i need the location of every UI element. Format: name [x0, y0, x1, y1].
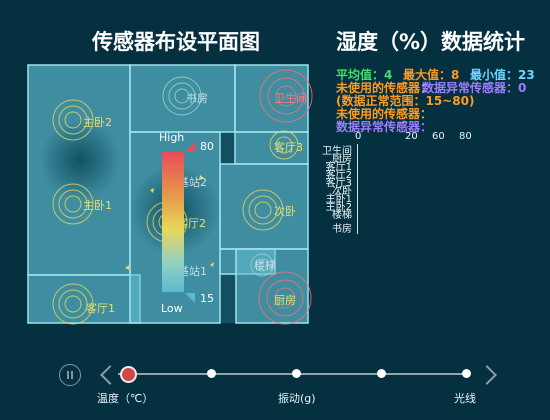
- ring-markers: [125, 175, 214, 270]
- mini-chart-axis: [357, 144, 358, 234]
- stat-average: 平均值：4: [336, 68, 393, 82]
- room-label-living2: 客厅2: [177, 217, 206, 230]
- timeline-label-vibration[interactable]: 振动(g): [278, 392, 316, 405]
- visual-map-max-handle[interactable]: [183, 140, 197, 154]
- stat-abnormal-sensors: 数据异常传感器：0: [422, 81, 527, 95]
- mini-chart-category: 客厅1: [325, 162, 352, 173]
- mini-chart-tick-60: 60: [432, 131, 445, 142]
- mini-chart-tick-80: 80: [459, 131, 472, 142]
- mini-chart-category: 客厅3: [325, 178, 352, 189]
- room-label-base1: 基站1: [178, 265, 207, 278]
- mini-chart-category: 楼梯: [332, 210, 352, 221]
- timeline-label-light[interactable]: 光线: [454, 392, 476, 405]
- timeline-point-temperature[interactable]: [120, 366, 137, 383]
- timeline-label-temperature[interactable]: 温度（℃）: [97, 392, 154, 405]
- room-label-study: 书房: [186, 92, 208, 105]
- play-pause-button[interactable]: [59, 364, 81, 386]
- stat-normal-range: (数据正常范围：15~80): [336, 94, 475, 108]
- room-label-second: 次卧: [274, 205, 296, 218]
- stats-title: 湿度（%）数据统计: [336, 30, 526, 54]
- visual-map-max-value: 80: [200, 140, 214, 153]
- stat-min: 最小值：23: [470, 68, 535, 82]
- timeline-point-vibration[interactable]: [292, 369, 301, 378]
- mini-chart-category: 卫生间: [322, 146, 352, 157]
- stat-unused-sensors: 未使用的传感器：: [336, 81, 433, 95]
- room-label-living1: 客厅1: [86, 302, 115, 315]
- floor-plan-title: 传感器布设平面图: [92, 30, 260, 54]
- room-label-kitchen: 厨房: [274, 294, 296, 307]
- mini-chart-category: 主卧1: [325, 194, 352, 205]
- mini-chart-category: 客厅2: [325, 170, 352, 181]
- visual-map-gradient[interactable]: [162, 152, 184, 292]
- mini-chart-category: 书房: [332, 224, 352, 235]
- room-label-master1: 主卧1: [83, 199, 112, 212]
- mini-chart-tick-20: 20: [405, 131, 418, 142]
- visual-map-high-label: High: [159, 131, 185, 144]
- room-label-stairs: 楼梯: [254, 259, 276, 272]
- timeline-point-light[interactable]: [462, 369, 471, 378]
- stat-unused-sensors-2: 未使用的传感器：: [336, 107, 433, 121]
- mini-chart-category: 厨房: [332, 154, 352, 165]
- timeline-point[interactable]: [207, 369, 216, 378]
- room-label-living3: 客厅3: [274, 141, 303, 154]
- visual-map-min-value: 15: [200, 292, 214, 305]
- timeline-point[interactable]: [377, 369, 386, 378]
- visual-map-min-handle[interactable]: [183, 291, 197, 305]
- room-label-base2: 基站2: [178, 176, 207, 189]
- mini-chart-category: 主卧2: [325, 202, 352, 213]
- mini-chart-category: 次卧: [332, 186, 352, 197]
- visual-map-low-label: Low: [161, 302, 183, 315]
- stat-abnormal-sensors-2: 数据异常传感器：: [336, 120, 433, 134]
- room-label-bathroom: 卫生间: [274, 92, 307, 105]
- mini-chart-tick-0: 0: [355, 131, 362, 142]
- room-label-master2: 主卧2: [83, 116, 112, 129]
- stat-max: 最大值：8: [403, 68, 460, 82]
